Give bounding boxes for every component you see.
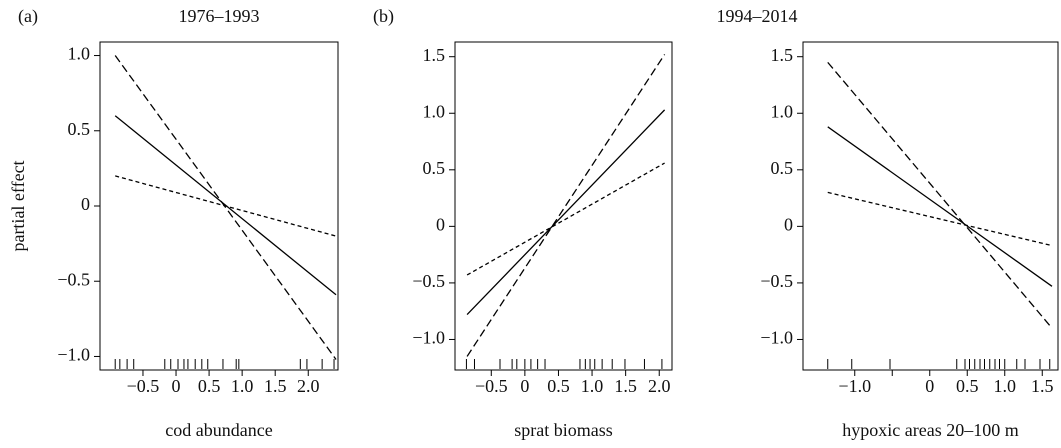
effect-line [466,54,666,357]
y-tick-label: 1.5 [423,45,446,65]
y-tick-label: 0.5 [771,158,794,178]
effect-line [114,55,337,360]
x-tick-label: 1.0 [581,376,604,396]
x-tick-label: 1.0 [994,376,1017,396]
x-tick-label: 0 [520,376,529,396]
x-tick-label: 0 [172,376,181,396]
effect-line [466,162,665,276]
y-tick-label: 1.0 [771,101,794,121]
x-tick-label: 1.5 [264,376,287,396]
x-tick-label: 2.0 [297,376,320,396]
effect-line [466,109,666,316]
y-tick-label: 0.5 [423,158,446,178]
y-tick-label: −1.0 [57,345,90,365]
y-axis-label: partial effect [8,160,28,251]
effect-line [827,126,1053,287]
panel-title: 1976–1993 [179,6,260,26]
plot-frame [454,41,673,371]
x-tick-label: 0.5 [956,376,979,396]
y-tick-label: 1.0 [423,101,446,121]
plot-frame [99,41,339,371]
x-tick-label: 0 [925,376,934,396]
x-axis-label: hypoxic areas 20–100 m [842,420,1018,440]
x-axis-label: cod abundance [165,420,272,440]
panel-label: (b) [373,6,394,27]
y-tick-label: 0 [436,214,445,234]
effect-line [827,191,1053,247]
y-tick-label: 1.5 [771,45,794,65]
effect-line [827,61,1053,329]
y-tick-label: −1.0 [760,328,793,348]
x-tick-label: 1.5 [614,376,637,396]
x-tick-label: 1.5 [1031,376,1054,396]
y-tick-label: 0 [81,194,90,214]
y-tick-label: −1.0 [412,328,445,348]
y-tick-label: 0 [784,214,793,234]
y-tick-label: 0.5 [68,119,91,139]
x-tick-label: 0.5 [198,376,221,396]
x-tick-label: 1.0 [231,376,254,396]
x-tick-label: 0.5 [547,376,570,396]
x-tick-label: 2.0 [648,376,671,396]
effect-line [114,115,337,296]
y-tick-label: −0.5 [760,271,793,291]
x-tick-label: −1.0 [838,376,871,396]
effect-line [115,175,337,237]
panel-label: (a) [18,6,38,27]
y-tick-label: −0.5 [412,271,445,291]
x-tick-label: −0.5 [127,376,160,396]
y-tick-label: −0.5 [57,269,90,289]
y-tick-label: 1.0 [68,44,91,64]
x-axis-label: sprat biomass [514,420,613,440]
panel-title: 1994–2014 [717,6,798,26]
plot-frame [802,41,1059,371]
x-tick-label: −0.5 [475,376,508,396]
